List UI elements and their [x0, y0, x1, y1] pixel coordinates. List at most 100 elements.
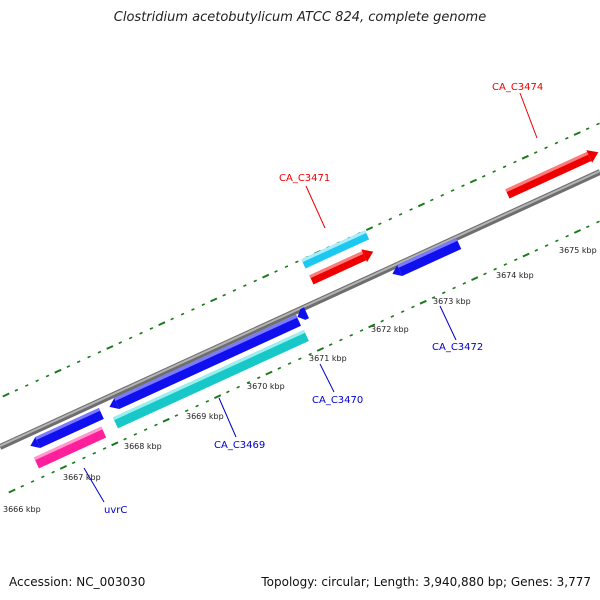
major-tick: [8, 488, 16, 494]
minor-tick: [253, 279, 258, 283]
minor-tick: [400, 310, 405, 314]
minor-tick: [411, 305, 415, 309]
minor-tick: [533, 151, 538, 154]
minor-tick: [483, 272, 487, 276]
gene-label-ca-c3469[interactable]: CA_C3469: [214, 440, 265, 451]
gene-label-ca-c3474[interactable]: CA_C3474: [492, 82, 543, 93]
minor-tick: [513, 258, 518, 262]
tick-label: 3675 kbp: [559, 246, 597, 255]
minor-tick: [554, 141, 559, 145]
tick-label: 3667 kbp: [63, 473, 101, 482]
minor-tick: [461, 184, 465, 188]
major-tick: [158, 321, 166, 327]
minor-tick: [390, 314, 395, 318]
minor-tick: [174, 414, 179, 417]
minor-tick: [544, 244, 549, 248]
minor-tick: [195, 404, 199, 408]
cds-reverse-3470[interactable]: [107, 314, 302, 412]
minor-tick: [35, 379, 39, 383]
major-tick: [54, 368, 62, 374]
major-tick: [522, 252, 530, 258]
minor-tick: [133, 432, 138, 436]
minor-tick: [380, 319, 384, 323]
cds-forward-3471[interactable]: [309, 245, 377, 286]
minor-tick: [20, 484, 25, 488]
cds-reverse-3469-cyan[interactable]: [112, 330, 309, 429]
minor-tick: [450, 189, 455, 192]
minor-tick: [596, 122, 600, 126]
cds-reverse-small[interactable]: [295, 307, 310, 322]
minor-tick: [277, 366, 282, 370]
minor-tick: [565, 136, 569, 140]
leader-line-3474: [519, 92, 538, 139]
genome-summary-text: Topology: circular; Length: 3,940,880 bp…: [261, 575, 591, 589]
tick-label: 3668 kbp: [124, 442, 162, 451]
major-tick: [265, 370, 273, 376]
minor-tick: [256, 376, 261, 380]
tick-label: 3669 kbp: [186, 412, 224, 421]
minor-tick: [76, 360, 81, 364]
minor-tick: [243, 284, 247, 288]
minor-tick: [102, 447, 107, 450]
minor-tick: [180, 312, 185, 316]
minor-tick: [51, 470, 55, 474]
gene-label-ca-c3471[interactable]: CA_C3471: [279, 173, 330, 184]
major-tick: [262, 273, 270, 279]
minor-tick: [191, 308, 195, 311]
minor-tick: [298, 357, 302, 361]
cds-forward-3471-cyan[interactable]: [301, 230, 370, 269]
leader-line-3469: [218, 397, 237, 438]
leader-line-3472: [439, 305, 457, 341]
gene-label-ca-c3470[interactable]: CA_C3470: [312, 395, 363, 406]
cds-reverse-uvrc[interactable]: [28, 407, 104, 451]
minor-tick: [205, 399, 210, 403]
minor-tick: [246, 381, 251, 384]
cds-reverse-uvrc-pink[interactable]: [33, 426, 107, 469]
minor-tick: [349, 333, 354, 337]
tick-label: 3674 kbp: [496, 271, 534, 280]
major-tick: [469, 178, 478, 184]
minor-tick: [123, 437, 127, 441]
tick-label: 3672 kbp: [371, 325, 409, 334]
minor-tick: [503, 263, 508, 266]
minor-tick: [71, 461, 76, 465]
major-tick: [365, 226, 374, 232]
minor-tick: [184, 409, 189, 413]
minor-tick: [139, 331, 143, 335]
minor-tick: [30, 480, 35, 483]
minor-tick: [596, 220, 600, 224]
minor-tick: [226, 390, 230, 394]
minor-tick: [452, 286, 456, 290]
major-tick: [573, 229, 582, 234]
minor-tick: [222, 293, 226, 297]
minor-tick: [585, 127, 590, 131]
major-tick: [111, 441, 119, 447]
outer-tick-track: [2, 122, 600, 398]
minor-tick: [431, 296, 436, 299]
gene-label-uvrc[interactable]: uvrC: [104, 505, 127, 516]
minor-tick: [555, 239, 559, 243]
minor-tick: [493, 267, 497, 271]
minor-tick: [154, 423, 158, 427]
minor-tick: [92, 451, 97, 455]
minor-tick: [87, 355, 91, 359]
minor-tick: [585, 225, 590, 229]
minor-tick: [513, 160, 517, 164]
minor-tick: [462, 281, 467, 285]
tick-label: 3671 kbp: [309, 354, 347, 363]
leader-line-uvrc: [83, 467, 105, 503]
major-tick: [162, 417, 170, 423]
minor-tick: [149, 327, 154, 330]
major-tick: [573, 131, 581, 136]
gene-label-ca-c3472[interactable]: CA_C3472: [432, 342, 483, 353]
cds-forward-3474[interactable]: [505, 146, 600, 200]
minor-tick: [398, 212, 403, 216]
minor-tick: [41, 475, 45, 479]
major-tick: [417, 202, 426, 208]
cds-reverse-3472[interactable]: [390, 238, 462, 279]
minor-tick: [128, 336, 133, 340]
minor-tick: [565, 234, 569, 238]
major-tick: [419, 299, 427, 305]
minor-tick: [308, 352, 312, 356]
